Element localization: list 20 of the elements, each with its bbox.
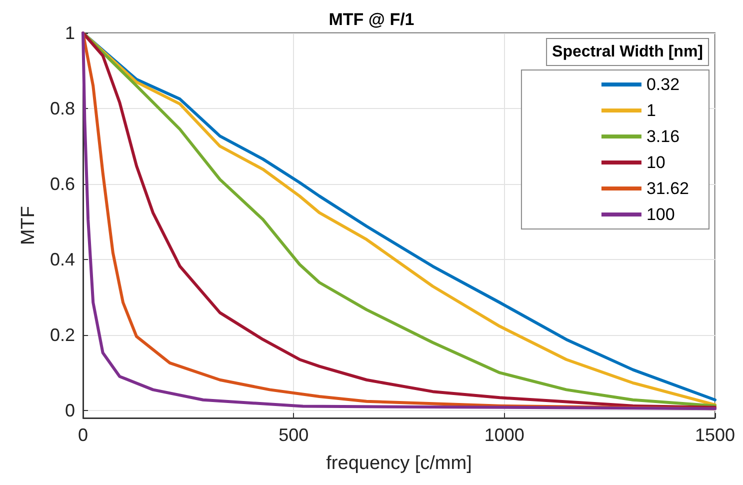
y-tick-label: 0.4 xyxy=(50,249,75,270)
y-tick-label: 0.8 xyxy=(50,98,75,118)
legend-label: 31.62 xyxy=(646,179,690,198)
y-tick-label: 1 xyxy=(64,23,75,43)
legend-label: 1 xyxy=(646,101,656,120)
y-axis-title: MTF xyxy=(18,206,39,246)
x-axis-title: frequency [c/mm] xyxy=(326,453,472,474)
legend-title: Spectral Width [nm] xyxy=(552,44,703,60)
y-tick-label: 0.6 xyxy=(50,174,75,194)
x-tick-label: 1500 xyxy=(694,425,736,445)
x-tick-label: 1000 xyxy=(484,425,524,445)
x-tick-label: 500 xyxy=(278,425,309,445)
chart-title: MTF @ F/1 xyxy=(328,10,414,29)
x-tick-label: 0 xyxy=(78,425,88,445)
legend-label: 3.16 xyxy=(646,127,680,146)
legend-label: 0.32 xyxy=(646,75,680,94)
y-tick-label: 0 xyxy=(64,400,75,420)
legend-label: 10 xyxy=(646,153,666,172)
legend-label: 100 xyxy=(646,205,675,224)
y-tick-label: 0.2 xyxy=(50,324,75,345)
